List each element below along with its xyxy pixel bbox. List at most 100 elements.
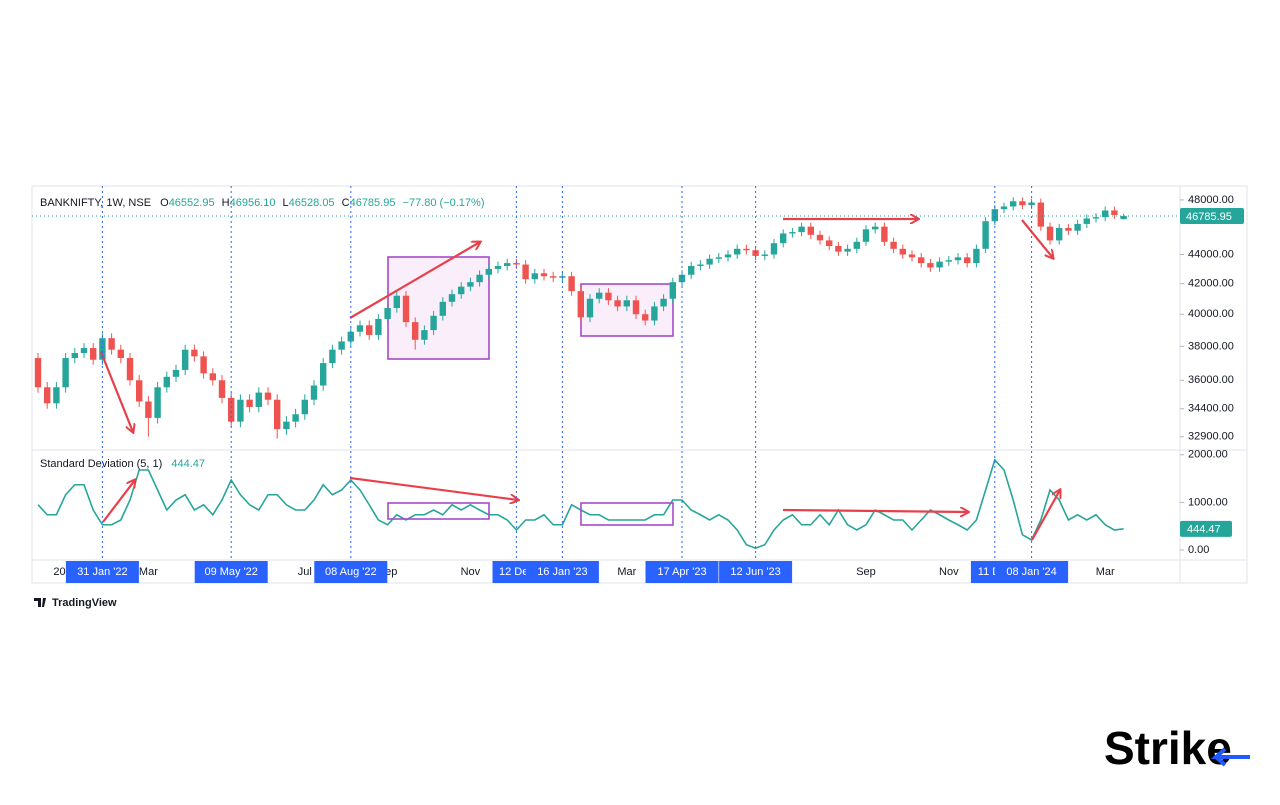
candle-body [1019, 201, 1026, 206]
indicator-value: 444.47 [171, 458, 205, 470]
candle-body [504, 263, 511, 266]
candle-body [310, 385, 318, 400]
candle-body [1028, 202, 1035, 206]
candle-body [568, 276, 575, 292]
date-highlight [995, 561, 1069, 583]
candle-body [467, 282, 474, 287]
candle-body [71, 353, 78, 359]
y-tick-label: 2000.00 [1188, 449, 1228, 461]
candle-body [136, 380, 143, 402]
candle-body [53, 387, 60, 404]
candle-body [826, 240, 833, 246]
candle-body [715, 257, 722, 259]
y-tick-label: 40000.00 [1188, 308, 1234, 320]
symbol: BANKNIFTY, 1W, NSE [40, 197, 151, 209]
candle-body [329, 349, 336, 364]
x-tick-label: Jul [298, 566, 312, 578]
candle-body [292, 414, 299, 422]
candle-body [34, 358, 42, 388]
candle-body [274, 399, 281, 430]
arrow [102, 480, 135, 523]
ohlc-key: C [342, 197, 350, 209]
candle-body [945, 260, 952, 262]
candle-body [237, 399, 244, 422]
candle-body [430, 315, 437, 331]
ohlc-key: O [160, 197, 169, 209]
candle-body [678, 274, 686, 283]
candle-body [218, 380, 226, 398]
candle-body [660, 298, 667, 307]
date-highlight-label: 08 Aug '22 [325, 566, 377, 578]
ohlc-value: 46956.10 [230, 197, 276, 209]
candle-body [1037, 202, 1044, 227]
y-tick-label: 36000.00 [1188, 374, 1234, 386]
indicator-value-label: 444.47 [1187, 524, 1221, 536]
date-highlight [65, 561, 139, 583]
candle-body [182, 349, 189, 370]
candle-body [1065, 227, 1072, 231]
candle-body [798, 226, 805, 233]
candle-body [80, 348, 88, 354]
candle-body [246, 399, 253, 407]
candle-body [862, 229, 870, 242]
arrow [1031, 490, 1060, 541]
candle-body [338, 341, 345, 350]
candle-body [835, 245, 842, 252]
brand-logo: Strike [1104, 722, 1250, 774]
y-tick-label: 34400.00 [1188, 403, 1234, 415]
candle-body [991, 209, 998, 222]
change: −77.80 (−0.17%) [403, 197, 485, 209]
indicator-legend: Standard Deviation (5, 1) 444.47 [40, 458, 205, 470]
ohlc-key: H [222, 197, 230, 209]
candle-body [632, 300, 640, 315]
candle-body [816, 234, 824, 241]
candle-body [899, 248, 906, 255]
candle-body [614, 300, 621, 307]
candle-body [936, 261, 943, 268]
date-highlight [314, 561, 388, 583]
candle-body [494, 265, 502, 269]
range-box [387, 502, 490, 520]
candle-body [1120, 216, 1127, 220]
candle-body [770, 243, 778, 255]
candle-body [99, 338, 106, 360]
candle-body [172, 369, 180, 377]
candle-body [724, 254, 732, 258]
candle-body [1056, 227, 1063, 241]
candle-body [421, 330, 428, 340]
ohlc-value: 46528.05 [289, 197, 335, 209]
candle-body [458, 286, 465, 295]
candle-body [844, 248, 851, 252]
date-highlight [525, 561, 599, 583]
candle-body [439, 301, 446, 316]
date-highlight-label: 09 May '22 [204, 566, 257, 578]
candle-body [1111, 210, 1118, 215]
candle-body [301, 399, 308, 415]
candle-body [605, 292, 612, 301]
candle-body [872, 226, 879, 230]
candle-body [1092, 217, 1100, 219]
x-tick-label: Nov [461, 566, 481, 578]
candle-body [623, 300, 630, 307]
candle-body [1074, 223, 1081, 231]
candle-body [1083, 218, 1090, 224]
candle-body [255, 392, 262, 407]
indicator-title: Standard Deviation (5, 1) [40, 458, 162, 470]
candle-body [780, 233, 787, 244]
candle-body [697, 264, 704, 266]
candle-body [513, 263, 520, 265]
y-tick-label: 38000.00 [1188, 340, 1234, 352]
date-highlight [719, 561, 793, 583]
candle-body [154, 387, 161, 418]
candle-body [44, 387, 51, 404]
candle-body [200, 356, 207, 374]
date-highlight-label: 16 Jan '23 [537, 566, 587, 578]
candle-body [209, 373, 216, 381]
candle-body [752, 250, 759, 256]
candle-body [596, 292, 603, 299]
candle-body [706, 258, 713, 265]
x-tick-label: Mar [1096, 566, 1115, 578]
